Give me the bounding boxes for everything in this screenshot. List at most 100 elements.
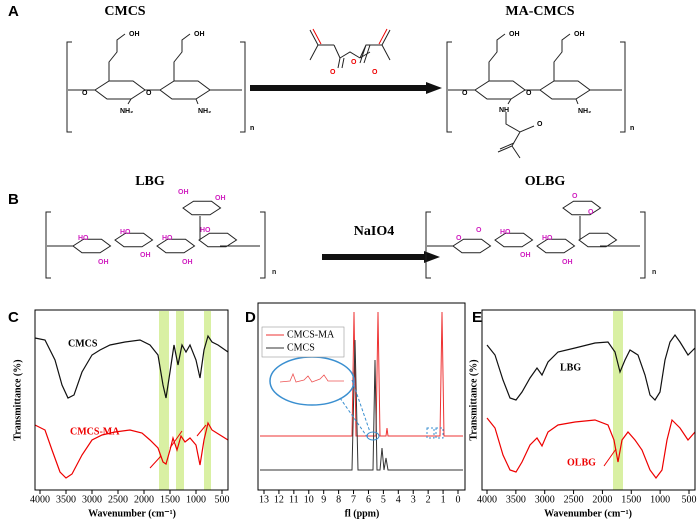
x-tick-label: 12 [274, 494, 284, 505]
plot-frame [257, 302, 466, 491]
panel-letter: B [8, 191, 19, 208]
plot-frame [34, 309, 229, 491]
sugar-ring [539, 80, 591, 100]
spectrum-curve [34, 421, 229, 479]
zoom-lead [339, 379, 371, 439]
highlight-band [159, 311, 169, 490]
sugar-ring [72, 238, 112, 254]
panel-letter: D [245, 309, 256, 326]
sugar-ring [114, 232, 154, 248]
bond [425, 211, 646, 279]
chem-group: O [572, 193, 578, 200]
compound-name: CMCS [104, 4, 145, 19]
zoom-region [426, 427, 435, 439]
x-tick-label: 1000 [650, 494, 670, 505]
chem-group: OH [129, 31, 140, 38]
chem-group: OH [520, 252, 531, 259]
curve-label: CMCS-MA [70, 426, 120, 437]
x-tick-label: 13 [259, 494, 269, 505]
legend-label: CMCS-MA [287, 329, 335, 340]
bond [488, 33, 571, 81]
x-axis-label: Wavenumber (cm⁻¹) [544, 508, 632, 519]
sugar-ring [198, 232, 238, 248]
chem-group: NH [499, 107, 509, 114]
reaction-arrowhead [426, 82, 442, 94]
panel-letter: A [8, 3, 19, 20]
x-tick-label: 4 [396, 494, 401, 505]
x-tick-label: 2500 [108, 494, 128, 505]
highlight-band [204, 311, 211, 490]
sugar-ring [536, 238, 576, 254]
chem-group: HO [542, 235, 553, 242]
chem-group: OH [182, 259, 193, 266]
x-tick-label: 6 [366, 494, 371, 505]
chem-group: n [250, 125, 254, 132]
x-tick-label: 3000 [535, 494, 555, 505]
chem-group: OH [98, 259, 109, 266]
reaction-arrowhead [424, 251, 440, 263]
chem-group: O [588, 209, 594, 216]
x-tick-label: 2000 [592, 494, 612, 505]
x-tick-label: 500 [215, 494, 230, 505]
bond [499, 142, 515, 150]
chem-group: OH [194, 31, 205, 38]
x-tick-label: 9 [321, 494, 326, 505]
x-tick-label: 1500 [621, 494, 641, 505]
nmr-curve [260, 311, 463, 437]
chem-group: O [146, 90, 152, 97]
x-tick-label: 2000 [134, 494, 154, 505]
chem-group: NH₂ [578, 108, 591, 115]
curve-label: LBG [560, 362, 581, 373]
x-tick-label: 3 [411, 494, 416, 505]
chem-group: O [476, 227, 482, 234]
x-tick-label: 10 [304, 494, 314, 505]
bond [507, 98, 579, 105]
legend-label: CMCS [287, 342, 315, 353]
chem-group: O [82, 90, 88, 97]
chem-group: NH₂ [198, 108, 211, 115]
chem-atom: O [351, 59, 357, 66]
zoom-region [366, 431, 380, 441]
chem-group: HO [162, 235, 173, 242]
curve-label: OLBG [567, 457, 596, 468]
x-tick-label: 1000 [186, 494, 206, 505]
chem-group: OH [178, 189, 189, 196]
compound-name: MA-CMCS [505, 4, 574, 19]
chem-group: O [526, 90, 532, 97]
x-tick-label: 7 [351, 494, 356, 505]
chem-group: OH [562, 259, 573, 266]
chem-group: HO [200, 227, 211, 234]
zoom-region [435, 427, 444, 439]
sugar-ring [159, 80, 211, 100]
chem-group: OH [215, 195, 226, 202]
chem-group: n [272, 269, 276, 276]
x-tick-label: 8 [336, 494, 341, 505]
chem-group: O [456, 235, 462, 242]
compound-name: LBG [135, 174, 165, 189]
chem-group: HO [78, 235, 89, 242]
x-tick-label: 5 [381, 494, 386, 505]
x-tick-label: 1 [441, 494, 446, 505]
chem-group: HO [500, 229, 511, 236]
chem-atom: O [372, 69, 378, 76]
panel-letter: C [8, 309, 19, 326]
marker-arrow [603, 448, 617, 467]
bond [66, 41, 246, 133]
x-tick-label: 500 [682, 494, 697, 505]
sugar-ring [562, 200, 602, 216]
nmr-curve [260, 339, 463, 471]
spectrum-curve [486, 333, 696, 401]
bond [127, 98, 199, 105]
legend-box [261, 326, 345, 358]
marker-arrow [149, 424, 207, 469]
sugar-ring [494, 232, 534, 248]
chem-atom: O [330, 69, 336, 76]
chem-group: n [652, 269, 656, 276]
sugar-ring [156, 238, 196, 254]
chem-group: n [630, 125, 634, 132]
sugar-ring [474, 80, 526, 100]
bond [497, 112, 535, 159]
x-tick-label: 4000 [30, 494, 50, 505]
panel-d-plot [257, 302, 466, 491]
x-tick-label: 2500 [564, 494, 584, 505]
